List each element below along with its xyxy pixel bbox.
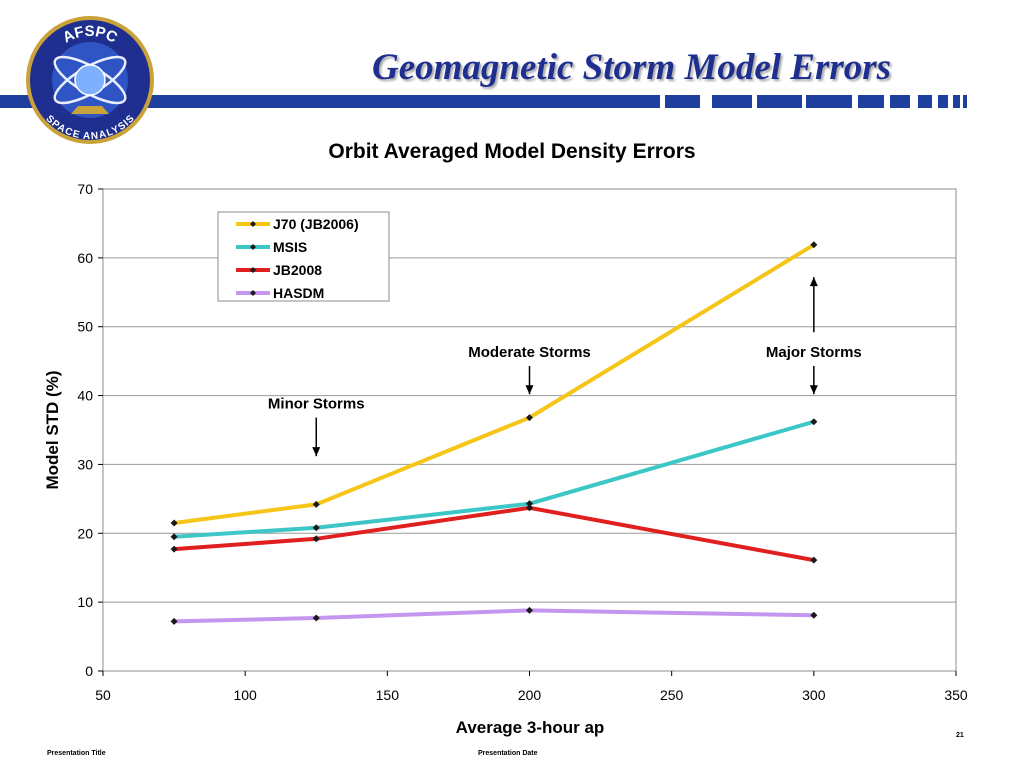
annotation-arrowhead xyxy=(809,277,818,287)
legend-entry-label: J70 (JB2006) xyxy=(273,216,359,232)
y-tick-label: 10 xyxy=(77,594,93,610)
header-band-block xyxy=(665,95,700,108)
x-tick-label: 300 xyxy=(802,687,826,703)
page-number: 21 xyxy=(956,732,964,739)
svg-text:AFSPC: AFSPC xyxy=(60,23,120,47)
header-band-block xyxy=(712,95,752,108)
legend-box xyxy=(217,211,390,302)
y-tick-labels: 0 10 20 30 40 50 60 70 xyxy=(77,181,103,679)
series-line-1 xyxy=(173,419,815,539)
chart-title: Orbit Averaged Model Density Errors xyxy=(328,140,695,163)
x-tick-labels: 50 100 150 200 250 300 350 xyxy=(95,671,968,703)
data-point xyxy=(170,617,178,625)
annotations: Minor Storms Moderate Storms Major Storms xyxy=(268,277,862,457)
legend-marker xyxy=(250,221,256,227)
data-point xyxy=(526,504,533,512)
series-group xyxy=(170,241,818,625)
x-tick-label: 350 xyxy=(944,687,968,703)
y-tick-label: 70 xyxy=(77,181,93,197)
header-band-block xyxy=(806,95,852,108)
y-axis-label: Model STD (%) xyxy=(43,371,62,490)
footer-presentation-title: Presentation Title xyxy=(47,750,106,757)
logo-top-text: AFSPC xyxy=(60,23,120,47)
annotation-label: Moderate Storms xyxy=(468,344,591,361)
series-line-3 xyxy=(174,608,814,624)
data-point xyxy=(312,535,320,543)
afspc-logo: AFSPC SPACE ANALYSIS xyxy=(26,16,154,144)
data-point xyxy=(170,533,178,541)
header-band-block xyxy=(953,95,960,108)
legend-marker xyxy=(250,267,256,273)
data-point xyxy=(170,545,178,553)
data-point xyxy=(810,418,818,426)
legend-marker xyxy=(250,290,256,296)
y-tick-label: 20 xyxy=(77,525,93,541)
header-band-block xyxy=(858,95,884,108)
annotation-arrowhead xyxy=(525,385,534,395)
y-tick-label: 60 xyxy=(77,250,93,266)
data-point xyxy=(526,606,533,614)
legend-entry-label: HASDM xyxy=(273,285,324,301)
series-line-2 xyxy=(173,505,815,563)
header-band-block xyxy=(757,95,802,108)
x-axis-label: Average 3-hour ap xyxy=(456,718,605,737)
header-band-block xyxy=(963,95,967,108)
series-line-0 xyxy=(173,243,815,525)
gridlines xyxy=(103,257,956,603)
data-point xyxy=(810,241,818,249)
data-point xyxy=(312,614,320,622)
header-band-block xyxy=(918,95,932,108)
x-tick-label: 200 xyxy=(518,687,542,703)
data-point xyxy=(312,500,320,508)
data-point xyxy=(170,519,178,527)
y-tick-label: 0 xyxy=(85,663,93,679)
x-tick-label: 250 xyxy=(660,687,684,703)
data-point xyxy=(810,611,818,619)
y-tick-label: 50 xyxy=(77,319,93,335)
data-point xyxy=(526,414,533,422)
x-tick-label: 50 xyxy=(95,687,111,703)
annotation-label: Minor Storms xyxy=(268,396,365,413)
slide-title: Geomagnetic Storm Model Errors xyxy=(372,47,892,88)
data-point xyxy=(526,500,533,508)
annotation-label: Major Storms xyxy=(766,344,862,361)
data-point xyxy=(810,556,818,564)
legend-entry-label: JB2008 xyxy=(273,262,322,278)
legend-entry-label: MSIS xyxy=(273,239,307,255)
legend-marker xyxy=(250,244,256,250)
header-band xyxy=(0,95,660,108)
header-band-block xyxy=(890,95,910,108)
x-tick-label: 100 xyxy=(233,687,257,703)
annotation-arrowhead xyxy=(809,385,818,395)
x-tick-label: 150 xyxy=(376,687,400,703)
y-tick-label: 30 xyxy=(77,456,93,472)
legend: J70 (JB2006) MSIS JB2008 HASDM xyxy=(217,211,390,302)
footer-presentation-date: Presentation Date xyxy=(478,750,538,757)
data-point xyxy=(312,524,320,532)
y-tick-label: 40 xyxy=(77,388,93,404)
header-band-block xyxy=(938,95,948,108)
annotation-arrowhead xyxy=(312,447,321,457)
